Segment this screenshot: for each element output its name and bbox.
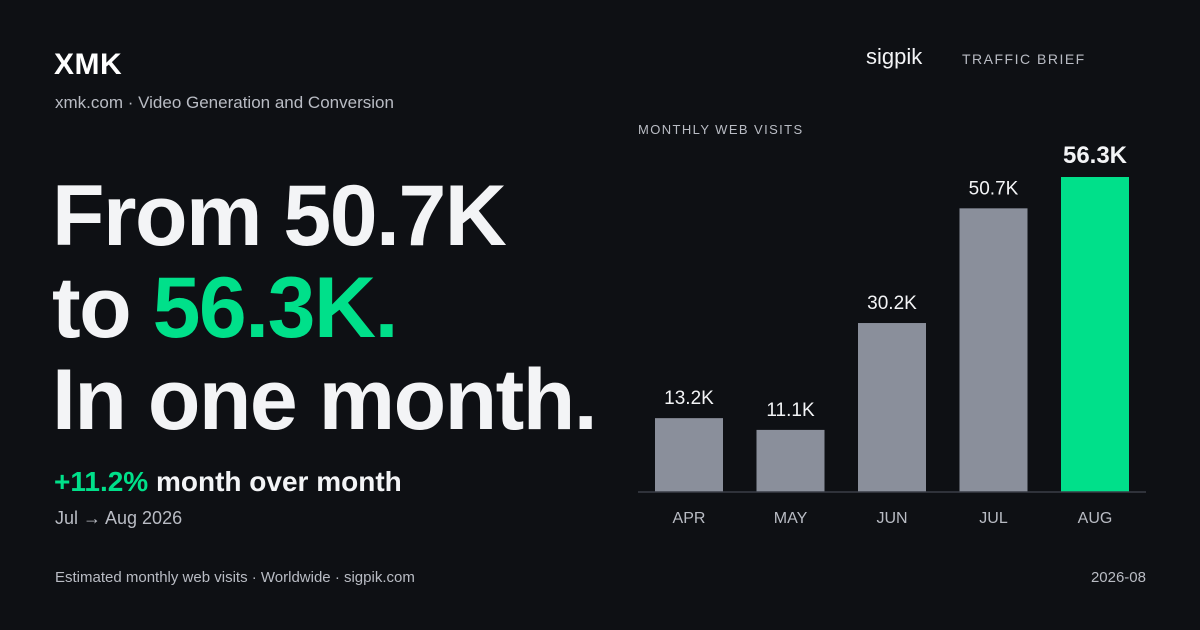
headline-line-2: to 56.3K. [52,262,596,354]
bar-aug [1061,177,1129,492]
headline-accent-value: 56.3K. [152,260,399,356]
footer-date: 2026-08 [1090,569,1146,586]
brand-subtitle: xmk.com · Video Generation and Conversio… [55,93,394,112]
bar-jul [959,208,1028,492]
chart-title: MONTHLY WEB VISITS [638,122,804,137]
bar-may [756,429,825,492]
growth-range: Jul → Aug 2026 [55,508,183,528]
bar-value-label-may: 11.1K [766,400,815,421]
footer-source: Estimated monthly web visits · Worldwide… [55,569,415,586]
growth-statement: +11.2% month over month [54,466,402,498]
x-tick-label-jul: JUL [979,510,1008,527]
bar-jun [858,323,926,492]
bar-value-label-jun: 30.2K [867,293,917,314]
x-tick-label-aug: AUG [1078,510,1113,527]
x-tick-label-may: MAY [774,510,808,527]
bar-value-label-apr: 13.2K [664,388,714,409]
growth-text: month over month [148,466,402,497]
x-tick-label-jun: JUN [876,510,907,527]
traffic-brief-label: TRAFFIC BRIEF [962,51,1086,67]
bar-value-label-jul: 50.7K [969,178,1019,199]
bar-value-label-aug: 56.3K [1063,142,1128,169]
growth-percent: +11.2% [54,466,149,497]
headline-line-3: In one month. [52,352,598,448]
headline-line-2-prefix: to [52,260,153,356]
brand-name: XMK [54,48,123,81]
x-tick-label-apr: APR [673,510,706,527]
headline-line-1: From 50.7K [52,168,507,264]
sigpik-logo: sigpik [866,44,923,69]
headline: From 50.7K to 56.3K. In one month. [52,168,598,448]
bar-apr [655,418,723,492]
